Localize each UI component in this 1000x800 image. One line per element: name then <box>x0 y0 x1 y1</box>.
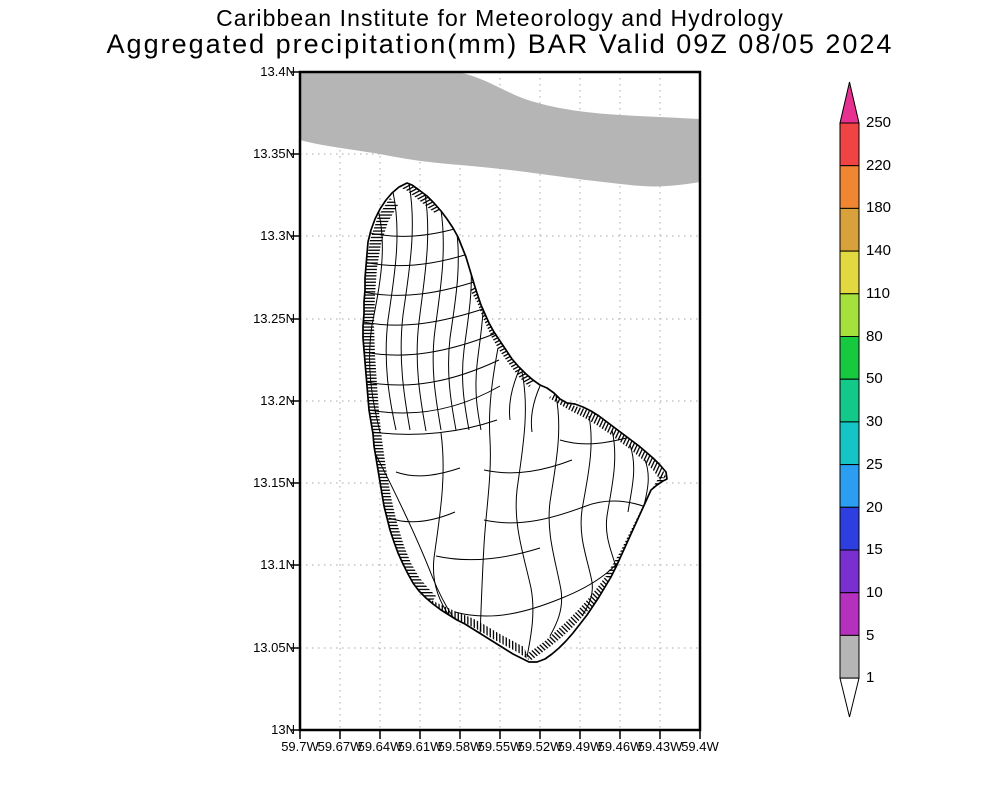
colorbar-segment <box>839 421 860 466</box>
colorbar-segment <box>839 165 860 209</box>
colorbar-segment <box>839 336 860 380</box>
lat-axis-label: 13.3N <box>260 228 295 243</box>
lon-axis-label: 59.43W <box>637 739 683 754</box>
precipitation-shading-band <box>300 72 700 187</box>
lon-axis-label: 59.7W <box>281 739 319 754</box>
lon-axis-label: 59.58W <box>437 739 483 754</box>
colorbar-segment <box>839 293 860 337</box>
lat-axis-label: 13.35N <box>253 146 295 161</box>
colorbar-below-min-triangle <box>839 677 860 718</box>
colorbar-segment <box>839 506 860 551</box>
colorbar-segment <box>839 250 860 295</box>
lon-axis-label: 59.4W <box>681 739 719 754</box>
lon-axis-label: 59.64W <box>357 739 403 754</box>
colorbar-above-max-triangle <box>839 81 860 124</box>
lon-axis-label: 59.67W <box>317 739 363 754</box>
colorbar-tick-label: 140 <box>866 242 892 259</box>
colorbar-segment <box>839 634 860 679</box>
colorbar-tick-label: 1 <box>866 669 875 686</box>
colorbar-segment <box>839 207 860 252</box>
lat-axis-label: 13.15N <box>253 475 295 490</box>
colorbar-tick-label: 30 <box>866 413 883 430</box>
colorbar-tick-label: 15 <box>866 541 883 558</box>
colorbar-segment <box>839 464 860 508</box>
colorbar-segment <box>839 549 860 594</box>
lon-axis-label: 59.49W <box>557 739 603 754</box>
colorbar <box>839 81 860 718</box>
island-coastline <box>362 182 668 663</box>
lon-axis-label: 59.46W <box>597 739 643 754</box>
colorbar-tick-label: 25 <box>866 456 883 473</box>
colorbar-tick-label: 80 <box>866 328 883 345</box>
figure-subtitle: Aggregated precipitation(mm) BAR Valid 0… <box>106 29 894 59</box>
lat-axis-label: 13.05N <box>253 640 295 655</box>
axis-tick-marks <box>291 71 701 739</box>
colorbar-tick-label: 50 <box>866 370 883 387</box>
colorbar-tick-label: 220 <box>866 157 892 174</box>
figure-title: Caribbean Institute for Meteorology and … <box>216 5 784 31</box>
lat-axis-label: 13.4N <box>260 64 295 79</box>
watershed-boundaries <box>363 183 649 658</box>
lon-axis-label: 59.55W <box>477 739 523 754</box>
colorbar-tick-label: 180 <box>866 199 892 216</box>
colorbar-tick-label: 5 <box>866 627 875 644</box>
colorbar-tick-label: 20 <box>866 499 883 516</box>
colorbar-segment <box>839 122 860 167</box>
lat-axis-label: 13N <box>271 722 295 737</box>
lat-axis-label: 13.2N <box>260 393 295 408</box>
lat-axis-label: 13.25N <box>253 311 295 326</box>
lat-axis-label: 13.1N <box>260 557 295 572</box>
colorbar-tick-label: 250 <box>866 114 892 131</box>
lon-axis-label: 59.61W <box>397 739 443 754</box>
colorbar-tick-label: 10 <box>866 584 883 601</box>
colorbar-segment <box>839 378 860 423</box>
lon-axis-label: 59.52W <box>517 739 563 754</box>
colorbar-tick-label: 110 <box>866 285 890 302</box>
colorbar-segment <box>839 592 860 636</box>
